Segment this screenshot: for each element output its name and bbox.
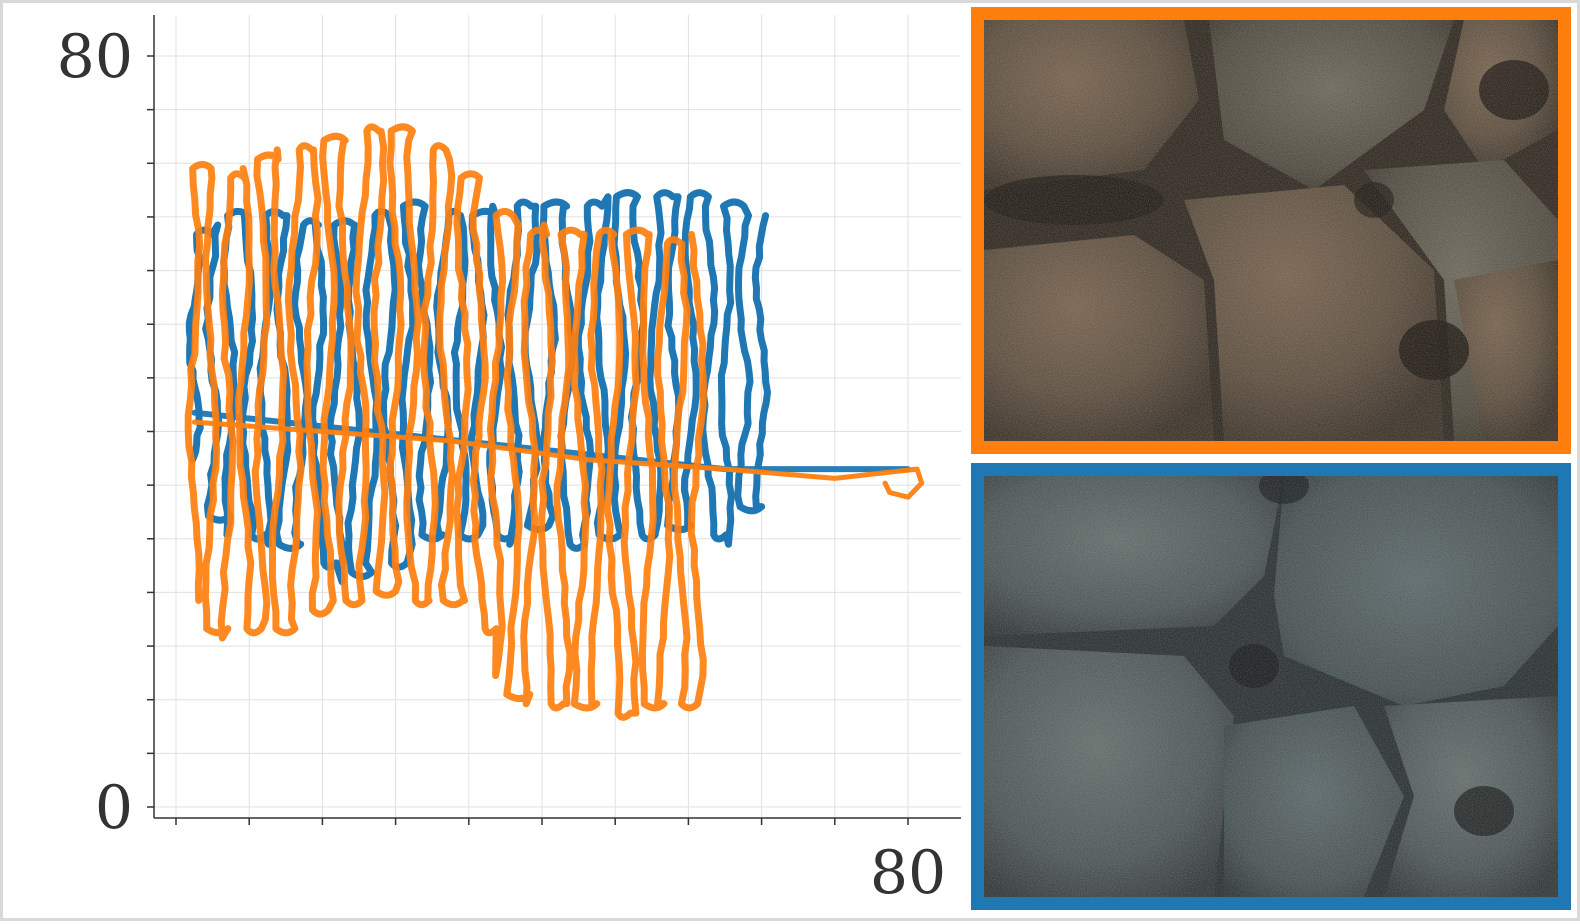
trajectory-orange (184, 123, 707, 721)
rocky-seabed-image (984, 476, 1558, 897)
series-layer (184, 123, 925, 721)
series-orange (184, 123, 925, 721)
y-tick-label: 0 (95, 773, 133, 843)
trajectory-plot: 0 80 80 (57, 15, 961, 908)
transit-orange (191, 419, 925, 500)
rocky-seabed-image (984, 20, 1558, 441)
y-tick-label: 80 (57, 22, 133, 92)
x-tick-label: 80 (870, 838, 946, 908)
orange-camera-photo (971, 7, 1571, 454)
blue-camera-photo (971, 463, 1571, 910)
tick-labels: 0 80 80 (57, 22, 947, 908)
axes (147, 15, 961, 825)
